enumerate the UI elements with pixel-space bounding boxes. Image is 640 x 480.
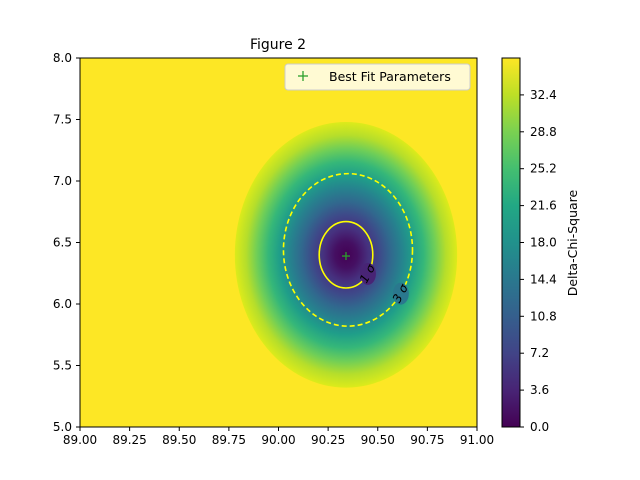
colorbar-ticks: 0.0 3.6 7.2 10.8 14.4 18.0 21.6 25.2 28.8 32.4 <box>520 88 557 434</box>
y-tick-label: 7.5 <box>53 113 72 127</box>
colorbar-gradient <box>501 57 521 428</box>
legend: Best Fit Parameters <box>284 63 471 91</box>
x-tick-label: 90.50 <box>361 433 395 447</box>
y-tick-label: 8.0 <box>53 51 72 65</box>
colorbar-tick-label: 7.2 <box>530 346 549 360</box>
y-tick-label: 5.5 <box>53 359 72 373</box>
colorbar-tick-label: 32.4 <box>530 88 557 102</box>
x-tick-label: 90.25 <box>311 433 345 447</box>
x-tick-label: 91.00 <box>460 433 494 447</box>
x-tick-label: 90.00 <box>261 433 295 447</box>
colorbar-tick-label: 0.0 <box>530 420 549 434</box>
y-tick-label: 6.0 <box>53 297 72 311</box>
legend-label-best-fit: Best Fit Parameters <box>329 69 451 84</box>
x-tick-label: 90.75 <box>410 433 444 447</box>
legend-box <box>284 63 471 91</box>
y-tick-label: 6.5 <box>53 236 72 250</box>
colorbar-tick-label: 25.2 <box>530 162 557 176</box>
y-axis: 5.0 5.5 6.0 6.5 7.0 7.5 8.0 <box>53 51 80 434</box>
colorbar: 0.0 3.6 7.2 10.8 14.4 18.0 21.6 25.2 28.8 32.4 De… <box>501 57 580 434</box>
colorbar-tick-label: 14.4 <box>530 272 557 286</box>
y-tick-label: 7.0 <box>53 174 72 188</box>
contour-label-gap <box>392 282 409 305</box>
colorbar-tick-label: 21.6 <box>530 199 557 213</box>
colorbar-tick-label: 18.0 <box>530 236 557 250</box>
colorbar-tick-label: 3.6 <box>530 383 549 397</box>
chart-title: Figure 2 <box>250 37 306 53</box>
colorbar-tick-label: 28.8 <box>530 125 557 139</box>
contour-3-sigma <box>282 172 414 327</box>
x-tick-label: 89.00 <box>63 433 97 447</box>
plot-area: 1 σ 3 σ <box>80 58 477 427</box>
x-axis: 89.00 89.25 89.50 89.75 90.00 90.25 90.50 90.75… <box>63 427 494 447</box>
legend-marker-best-fit <box>298 71 308 81</box>
y-tick-label: 5.0 <box>53 420 72 434</box>
best-fit-marker <box>341 252 350 261</box>
contour-label-gap <box>359 262 376 285</box>
x-tick-label: 89.75 <box>212 433 246 447</box>
contour-1-sigma <box>318 220 374 289</box>
x-tick-label: 89.50 <box>162 433 196 447</box>
colorbar-tick-label: 10.8 <box>530 309 557 323</box>
x-tick-label: 89.25 <box>112 433 146 447</box>
colorbar-label: Delta-Chi-Square <box>565 189 580 296</box>
